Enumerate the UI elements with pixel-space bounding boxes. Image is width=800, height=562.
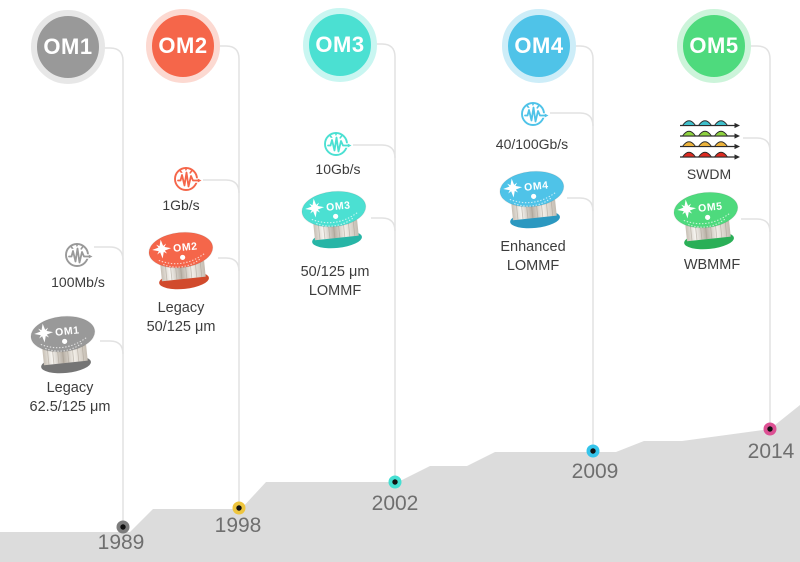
om4-badge: OM4 [502, 9, 576, 83]
om3-description-line1: 50/125 μm [300, 264, 370, 280]
swdm-row-1 [680, 120, 740, 129]
om3-description-line2: LOMMF [308, 283, 362, 299]
om5-fiber-spool-icon: OM5 [673, 191, 739, 250]
om1-description-line2: 62.5/125 μm [29, 399, 111, 415]
svg-text:OM2: OM2 [173, 240, 199, 255]
om5-swdm-waves-icon [680, 120, 740, 160]
svg-text:OM4: OM4 [524, 179, 550, 194]
om3-speed-label: 10Gb/s [315, 161, 361, 177]
svg-text:OM5: OM5 [698, 200, 724, 215]
svg-text:OM1: OM1 [55, 324, 81, 339]
om3-timeline-dot [388, 475, 402, 489]
om1-year-label: 1989 [97, 531, 145, 554]
om1-speed-label: 100Mb/s [51, 274, 105, 290]
om1-timeline-dot [116, 520, 130, 534]
om5-description: WBMMF [642, 256, 782, 275]
swdm-row-2 [680, 130, 740, 139]
om4-connector-line [550, 45, 594, 451]
om1-connector-line [94, 47, 124, 527]
om2-description: Legacy 50/125 μm [111, 299, 251, 337]
om4-description-line2: LOMMF [506, 258, 560, 274]
om2-speedometer-pulse-icon [174, 167, 202, 191]
swdm-row-4 [680, 151, 740, 160]
om1-description-line1: Legacy [46, 380, 94, 396]
om5-badge: OM5 [677, 9, 751, 83]
om2-description-line2: 50/125 μm [146, 319, 216, 335]
om4-description: Enhanced LOMMF [463, 238, 603, 276]
svg-text:OM3: OM3 [326, 199, 352, 214]
om3-fiber-spool-icon: OM3 [301, 190, 367, 249]
om3-speedometer-pulse-icon [324, 132, 352, 156]
om5-connector-line [741, 45, 771, 429]
swdm-row-3 [680, 141, 740, 150]
om1-speedometer-pulse-icon [65, 243, 93, 267]
om5-description-line1: WBMMF [683, 257, 741, 273]
om4-speedometer-pulse-icon [521, 102, 549, 126]
om3-year-label: 2002 [371, 492, 419, 515]
om2-description-line1: Legacy [157, 300, 205, 316]
om2-timeline-dot [232, 501, 246, 515]
om1-description: Legacy 62.5/125 μm [0, 379, 140, 417]
om2-speed-label: 1Gb/s [162, 197, 200, 213]
om2-year-label: 1998 [214, 514, 262, 537]
om1-badge: OM1 [31, 10, 105, 84]
om5-year-label: 2014 [747, 440, 795, 463]
om4-speed-label: 40/100Gb/s [495, 136, 569, 152]
om3-description: 50/125 μm LOMMF [265, 263, 405, 301]
om5-timeline-dot [763, 422, 777, 436]
om4-year-label: 2009 [571, 460, 619, 483]
om1-fiber-spool-icon: OM1 [30, 315, 96, 374]
om3-connector-line [353, 43, 396, 482]
om2-badge: OM2 [146, 9, 220, 83]
om4-fiber-spool-icon: OM4 [499, 170, 565, 229]
om2-fiber-spool-icon: OM2 [148, 231, 214, 290]
om4-timeline-dot [586, 444, 600, 458]
om2-connector-line [203, 45, 240, 508]
om3-badge: OM3 [303, 8, 377, 82]
om5-speed-label: SWDM [686, 166, 732, 182]
om4-description-line1: Enhanced [500, 239, 566, 255]
